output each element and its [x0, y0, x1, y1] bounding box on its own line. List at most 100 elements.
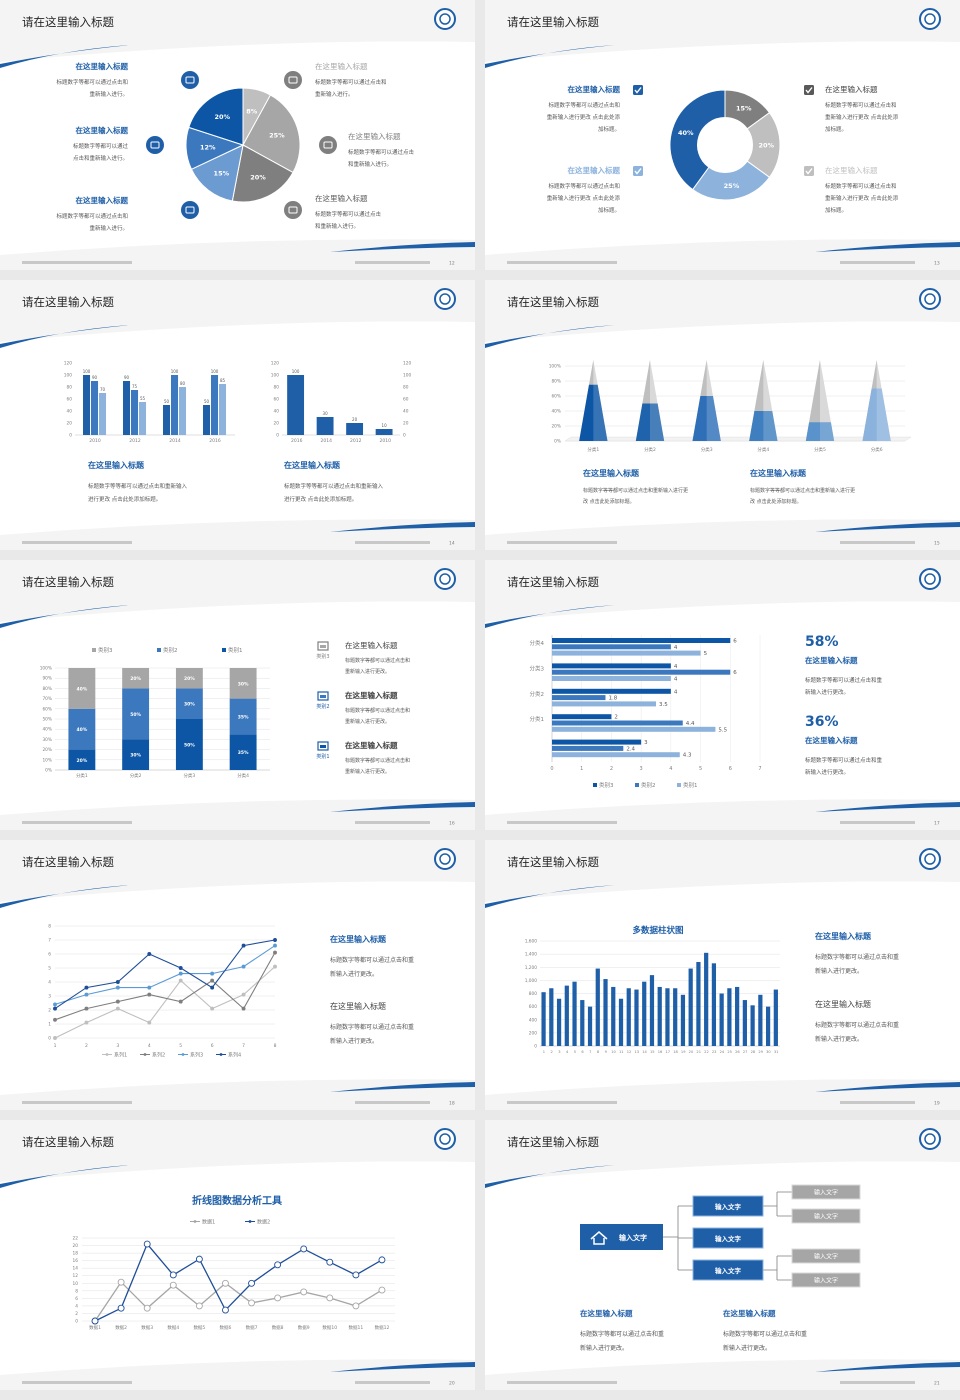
- leaf-node: [791, 1248, 861, 1264]
- body-text: 标题数字等都可以通过点击和: [315, 78, 387, 86]
- icon-glyph: [288, 76, 298, 84]
- bar: [229, 698, 257, 735]
- body-text: 重新输入进行更改。: [345, 718, 390, 725]
- y-tick-label: 100: [403, 373, 411, 379]
- legend-label: 类别2: [641, 781, 656, 789]
- slide: 请在这里输入标题19多数据柱状图02004006008001,0001,2001…: [485, 840, 960, 1110]
- footer-bar: [355, 261, 430, 264]
- x-tick-label: 数据8: [272, 1324, 284, 1331]
- y-tick-label: 7: [48, 938, 51, 944]
- footer-bar: [507, 541, 617, 544]
- x-tick-label: 2014: [169, 438, 181, 444]
- slide-title: 请在这里输入标题: [22, 855, 114, 869]
- y-tick-label: 18: [73, 1251, 79, 1257]
- body-text: 标题数字等都可以通过点击和重: [330, 956, 414, 964]
- footer-bar: [840, 1381, 915, 1384]
- y-tick-label: 50%: [42, 717, 52, 723]
- body-text: 标题数字等都可以通过点击和: [548, 182, 620, 190]
- y-tick-label: 40: [67, 409, 73, 415]
- data-label: 55: [140, 396, 146, 401]
- x-tick-label: 18: [673, 1050, 678, 1054]
- body-text: 改 点击此处添加标题。: [583, 498, 635, 505]
- y-tick-label: 20: [274, 421, 280, 427]
- chart-title: 多数据柱状图: [632, 925, 683, 936]
- point: [248, 1279, 255, 1287]
- data-label: 4.3: [683, 753, 692, 759]
- point: [274, 1294, 282, 1302]
- chart-title: 折线图数据分析工具: [192, 1194, 282, 1207]
- x-tick-label: 8: [597, 1050, 600, 1054]
- data-label: 2: [614, 715, 618, 721]
- body-text: 进行更改 点击此处添加标题。: [88, 495, 161, 503]
- body-text: 标题数字等都可以通过点击和重: [815, 1021, 899, 1029]
- body-text: 标题数字等等都可以通过点击和重新输入进行更: [750, 487, 855, 494]
- leaf-node: [791, 1272, 861, 1288]
- bar: [704, 952, 709, 1046]
- icon-glyph: [185, 76, 195, 84]
- x-tick-label: 2016: [291, 438, 303, 444]
- y-tick-label: 100%: [549, 364, 561, 370]
- y-tick-label: 0: [534, 1044, 537, 1050]
- bar: [750, 1005, 755, 1046]
- bar: [179, 387, 187, 435]
- legend-label: 系列1: [114, 1052, 127, 1059]
- footer-bar: [507, 1381, 617, 1384]
- slide-title: 请在这里输入标题: [22, 295, 114, 309]
- y-tick-label: 0: [69, 433, 72, 439]
- bar: [346, 423, 364, 435]
- slide-title: 请在这里输入标题: [507, 855, 599, 869]
- body-text: 新输入进行更改。: [805, 688, 849, 696]
- bar: [122, 688, 150, 740]
- icon-badge: [284, 201, 302, 219]
- logo-ring: [919, 1128, 941, 1150]
- data-label: 80: [180, 381, 186, 386]
- data-label: 30%: [130, 753, 141, 759]
- series-line: [54, 945, 276, 1005]
- bar: [122, 739, 150, 770]
- icon-glyph: [323, 141, 333, 149]
- legend-label: 系列3: [190, 1052, 203, 1059]
- point: [178, 999, 183, 1004]
- bar: [735, 986, 740, 1046]
- item-icon: [317, 741, 329, 751]
- y-tick-label: 40%: [42, 727, 52, 733]
- bar: [742, 1000, 747, 1046]
- y-tick-label: 30%: [42, 737, 52, 743]
- body-text: 重新输入进行。: [89, 224, 128, 232]
- bar: [219, 384, 227, 435]
- bar: [552, 663, 671, 669]
- x-tick-label: 分类1: [587, 446, 599, 453]
- legend-label: 类别3: [599, 781, 614, 789]
- logo-ring: [919, 848, 941, 870]
- check-mark: [805, 168, 813, 175]
- bottom-swoosh: [330, 802, 475, 812]
- body-text: 新输入进行更改。: [815, 1035, 863, 1043]
- legend-marker: [181, 1053, 185, 1056]
- bar: [552, 695, 606, 701]
- x-tick-label: 数据9: [298, 1324, 310, 1331]
- legend-marker: [248, 1220, 252, 1223]
- footer-bar: [840, 1101, 915, 1104]
- stat-value: 58%: [805, 634, 839, 650]
- page-number: 16: [449, 821, 455, 827]
- y-tick-label: 16: [73, 1258, 79, 1264]
- point: [273, 964, 277, 969]
- x-tick-label: 21: [696, 1050, 701, 1054]
- body-text: 新输入进行更改。: [805, 768, 849, 776]
- data-label: 90: [124, 375, 130, 380]
- x-tick-label: 2012: [129, 438, 141, 444]
- logo-ring: [434, 1128, 456, 1150]
- y-tick-label: 2: [48, 1008, 51, 1014]
- bar: [765, 1006, 771, 1046]
- cone-fill: [692, 396, 721, 441]
- data-label: 20%: [76, 758, 87, 764]
- y-tick-label: 3: [48, 994, 51, 1000]
- item-title: 在这里输入标题: [825, 84, 878, 94]
- item-title: 在这里输入标题: [805, 655, 858, 665]
- y-tick-label: 0: [276, 433, 279, 439]
- point: [300, 1245, 308, 1253]
- data-label: 70: [100, 387, 106, 392]
- x-tick-label: 24: [720, 1050, 725, 1054]
- point: [84, 985, 89, 990]
- data-label: 6: [733, 639, 737, 645]
